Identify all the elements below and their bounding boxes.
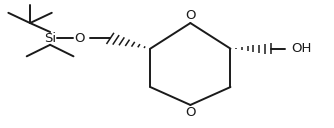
Text: O: O	[74, 32, 85, 45]
Text: O: O	[185, 9, 196, 22]
Text: O: O	[185, 106, 196, 119]
Text: OH: OH	[291, 42, 312, 55]
Text: Si: Si	[44, 32, 56, 45]
